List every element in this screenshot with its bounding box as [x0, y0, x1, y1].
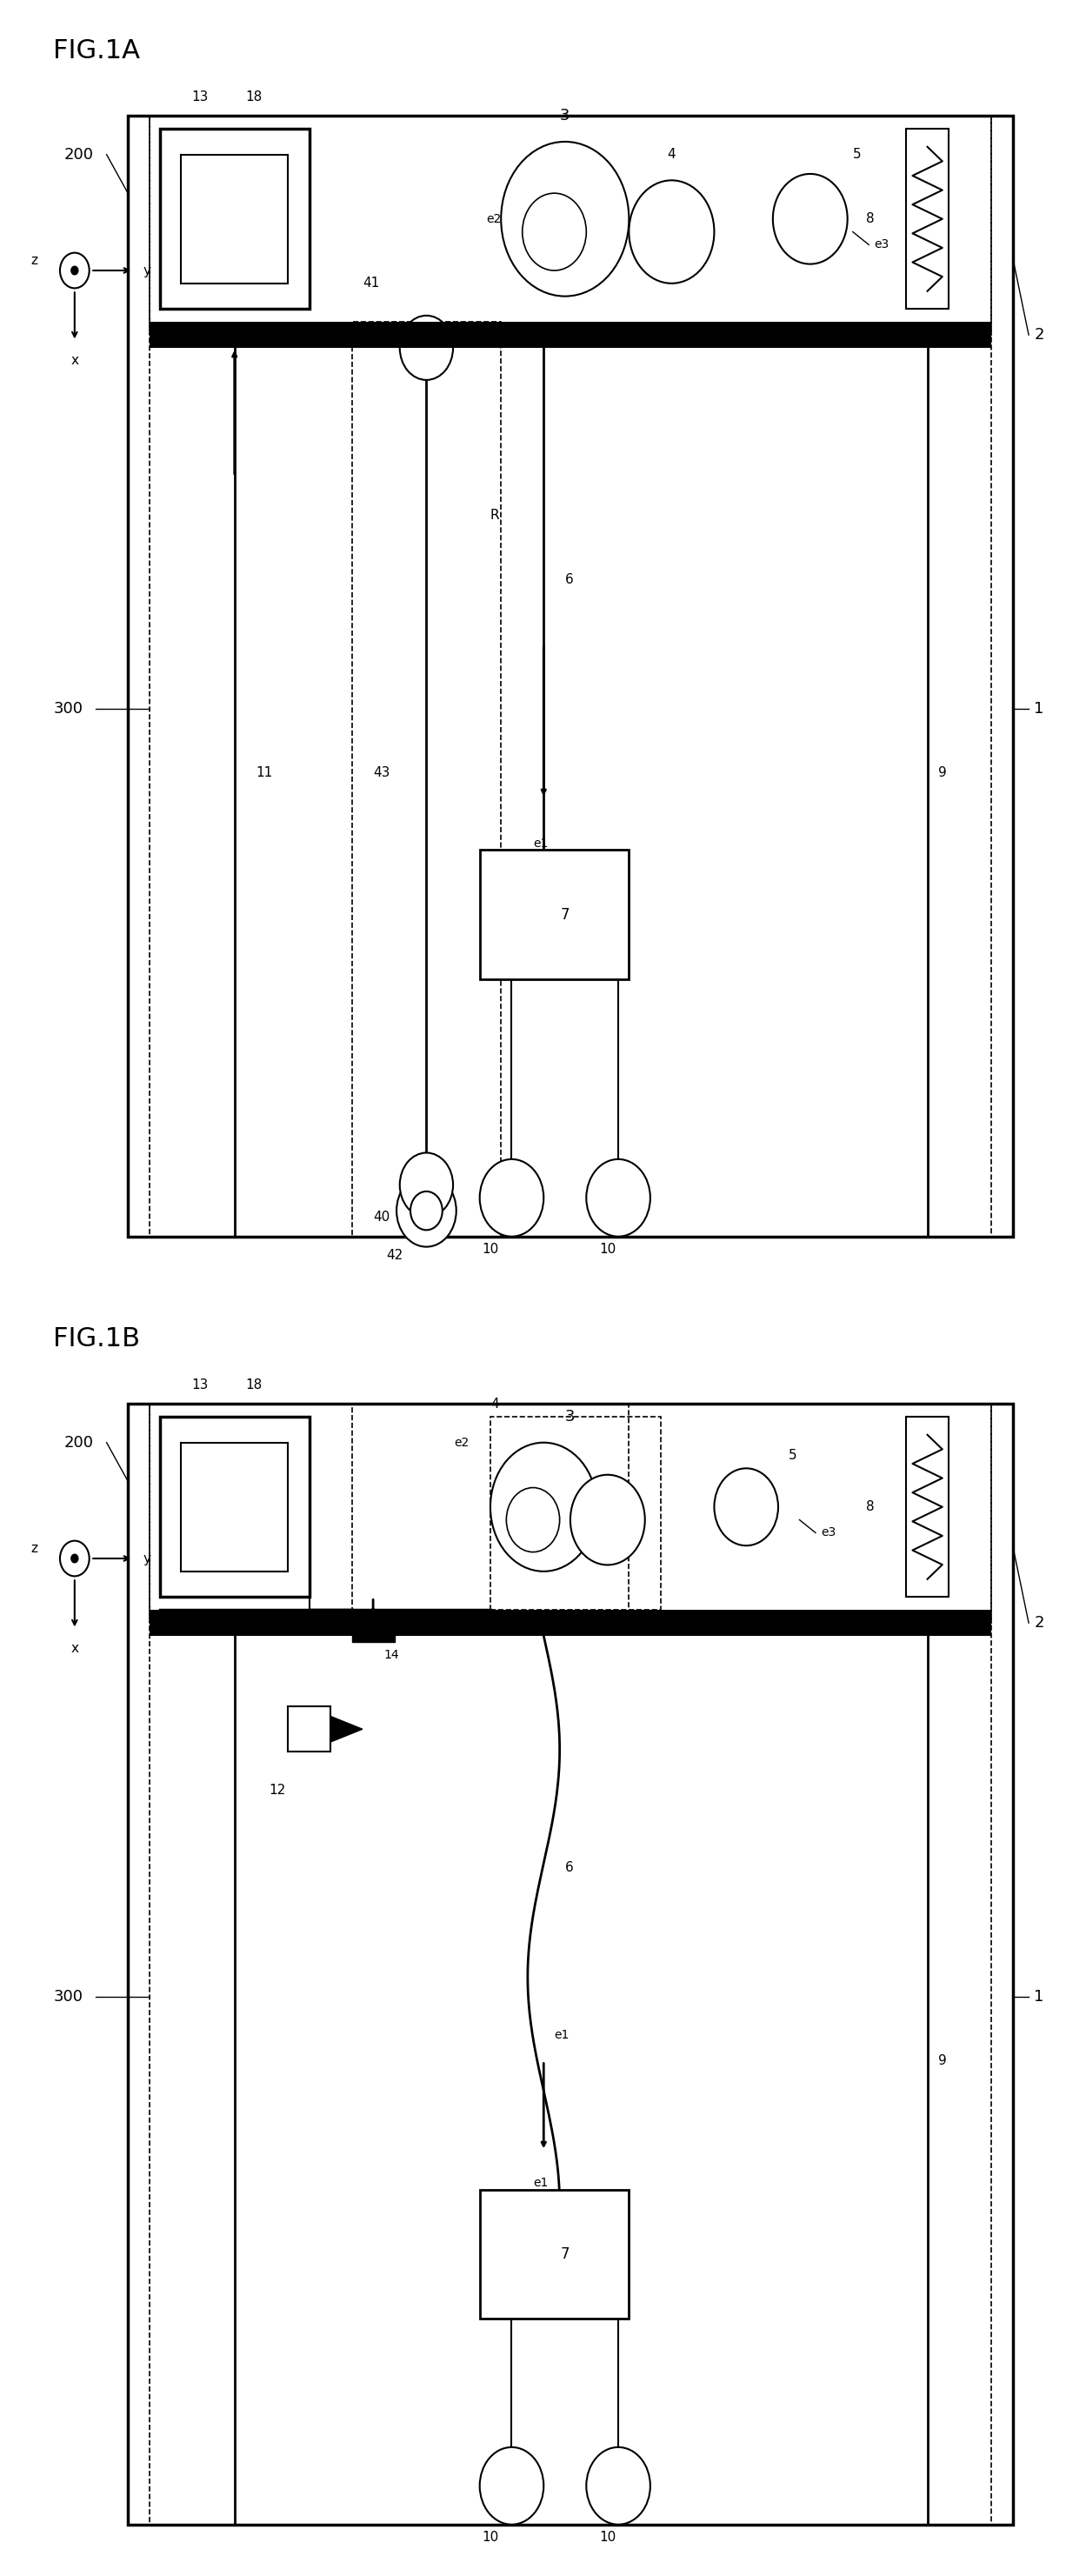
Text: 10: 10 — [599, 1242, 616, 1257]
Text: 8: 8 — [866, 211, 874, 227]
Text: 6: 6 — [565, 1860, 574, 1875]
Circle shape — [480, 1159, 544, 1236]
Circle shape — [71, 265, 78, 276]
Text: 18: 18 — [245, 90, 262, 103]
Circle shape — [480, 2447, 544, 2524]
Bar — [149, 1404, 991, 2524]
Text: e2: e2 — [454, 1437, 469, 1448]
Text: 1: 1 — [1034, 701, 1044, 716]
Bar — [480, 850, 629, 979]
Text: 10: 10 — [482, 1242, 499, 1257]
Text: 13: 13 — [192, 90, 209, 103]
Circle shape — [71, 1553, 78, 1564]
Text: 43: 43 — [373, 765, 390, 781]
Bar — [149, 322, 991, 348]
Text: x: x — [70, 353, 79, 368]
Text: 5: 5 — [853, 147, 861, 162]
Text: y: y — [143, 263, 150, 278]
Text: e2: e2 — [486, 214, 501, 224]
Text: 5: 5 — [789, 1448, 797, 1463]
Text: 9: 9 — [938, 765, 947, 781]
Text: y: y — [143, 1551, 150, 1566]
Bar — [128, 1404, 1013, 2524]
Text: FIG.1A: FIG.1A — [53, 39, 141, 64]
Bar — [128, 116, 1013, 1236]
Text: e1: e1 — [554, 2030, 569, 2040]
Text: R: R — [490, 507, 500, 523]
Text: 1: 1 — [1034, 1989, 1044, 2004]
Bar — [906, 129, 949, 309]
Text: FIG.1B: FIG.1B — [53, 1327, 141, 1352]
Text: z: z — [31, 1543, 38, 1556]
Bar — [181, 1443, 288, 1571]
Circle shape — [714, 1468, 778, 1546]
Text: 3: 3 — [565, 1409, 575, 1425]
Text: 18: 18 — [245, 1378, 262, 1391]
Text: 4: 4 — [667, 147, 676, 162]
Text: e3: e3 — [874, 240, 889, 250]
Text: 14: 14 — [384, 1649, 399, 1662]
Text: 4: 4 — [490, 1396, 499, 1412]
Bar — [490, 1417, 661, 1610]
Bar — [160, 1417, 309, 1597]
Bar — [288, 1705, 330, 1752]
Text: 40: 40 — [373, 1211, 390, 1224]
Text: 11: 11 — [256, 765, 273, 781]
Circle shape — [586, 2447, 650, 2524]
Text: 200: 200 — [64, 147, 94, 162]
Text: 12: 12 — [269, 1783, 286, 1798]
Circle shape — [490, 1443, 597, 1571]
Circle shape — [506, 1486, 560, 1551]
Text: e3: e3 — [821, 1528, 836, 1538]
Text: 2: 2 — [1034, 1615, 1044, 1631]
Text: 9: 9 — [938, 2053, 947, 2069]
Bar — [160, 129, 309, 309]
Circle shape — [522, 193, 586, 270]
Text: 13: 13 — [192, 1378, 209, 1391]
Circle shape — [60, 1540, 90, 1577]
Text: 7: 7 — [561, 907, 569, 922]
Text: 10: 10 — [482, 2530, 499, 2545]
Text: x: x — [70, 1641, 79, 1656]
Circle shape — [60, 252, 90, 289]
Bar — [149, 1404, 991, 1623]
Bar — [181, 155, 288, 283]
Circle shape — [501, 142, 629, 296]
Circle shape — [586, 1159, 650, 1236]
Text: e1: e1 — [533, 837, 548, 850]
Text: 10: 10 — [599, 2530, 616, 2545]
Text: e1: e1 — [533, 2177, 548, 2190]
Bar — [352, 1623, 394, 1643]
Text: 8: 8 — [866, 1499, 874, 1515]
Bar — [149, 116, 991, 1236]
Bar — [352, 1404, 629, 1623]
Text: 41: 41 — [362, 276, 379, 291]
Text: 6: 6 — [565, 572, 574, 587]
Bar — [352, 322, 501, 1236]
Circle shape — [410, 1190, 442, 1229]
Circle shape — [570, 1473, 645, 1564]
Text: 42: 42 — [386, 1249, 403, 1262]
Polygon shape — [330, 1716, 362, 1741]
Circle shape — [400, 1151, 453, 1218]
Text: 300: 300 — [53, 1989, 83, 2004]
Text: 2: 2 — [1034, 327, 1044, 343]
Text: z: z — [31, 255, 38, 268]
Text: 3: 3 — [560, 108, 570, 124]
Bar — [149, 1610, 991, 1636]
Text: 300: 300 — [53, 701, 83, 716]
Circle shape — [629, 180, 714, 283]
Bar — [149, 116, 991, 335]
Bar — [906, 1417, 949, 1597]
Text: 7: 7 — [561, 2246, 569, 2262]
Text: 200: 200 — [64, 1435, 94, 1450]
Circle shape — [773, 173, 847, 263]
Circle shape — [397, 1175, 456, 1247]
Circle shape — [400, 314, 453, 379]
Bar — [480, 2190, 629, 2318]
